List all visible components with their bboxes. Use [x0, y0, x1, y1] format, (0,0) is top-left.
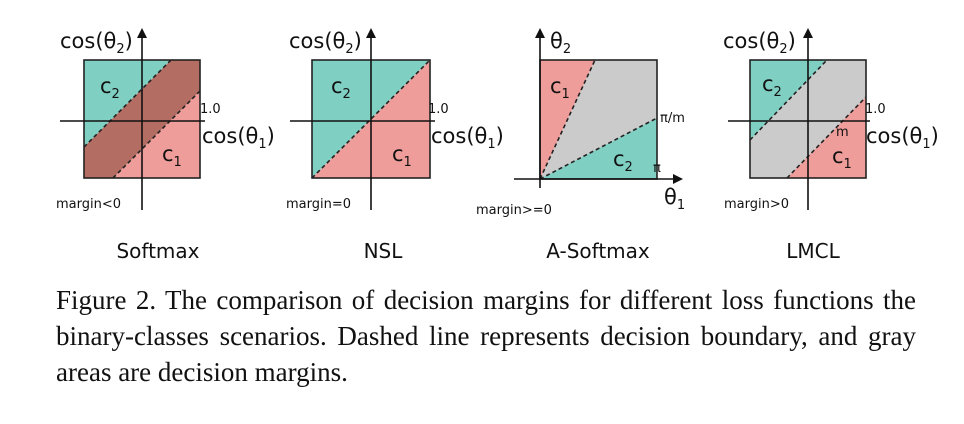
softmax-class-c1: c1 — [162, 142, 182, 170]
a-softmax-tick-pi-m: π/m — [660, 111, 685, 126]
panel-softmax: cos(θ2) cos(θ1) 1.0 c2 c1 margin<0 Softm… — [56, 28, 275, 263]
softmax-y-axis-label: cos(θ2) — [60, 29, 133, 57]
nsl-class-c2: c2 — [331, 74, 351, 102]
nsl-x-axis-label: cos(θ1) — [431, 124, 504, 152]
a-softmax-class-c2: c2 — [613, 147, 633, 175]
lmcl-title: LMCL — [786, 239, 840, 263]
a-softmax-boundary-upper — [539, 59, 596, 180]
softmax-title: Softmax — [116, 239, 199, 263]
a-softmax-tick-pi: π — [653, 161, 661, 176]
panel-lmcl: cos(θ2) cos(θ1) 1.0 m c2 c1 margin>0 LMC… — [723, 28, 939, 263]
panel-nsl: cos(θ2) cos(θ1) 1.0 c2 c1 margin=0 NSL — [286, 28, 504, 263]
softmax-class-c2: c2 — [100, 74, 120, 102]
lmcl-m-label: m — [836, 125, 849, 140]
lmcl-tick-label: 1.0 — [865, 102, 886, 117]
lmcl-y-axis-label: cos(θ2) — [723, 29, 796, 57]
figure-caption: Figure 2. The comparison of decision mar… — [56, 285, 916, 387]
nsl-title: NSL — [364, 239, 404, 263]
a-softmax-margin-label: margin>=0 — [476, 203, 552, 218]
lmcl-boundary-lower — [786, 96, 867, 179]
nsl-class-c1: c1 — [392, 142, 412, 170]
figure-panels: cos(θ2) cos(θ1) 1.0 c2 c1 margin<0 Softm… — [56, 28, 939, 263]
a-softmax-boundary-lower — [539, 117, 658, 180]
lmcl-x-axis-label: cos(θ1) — [866, 124, 939, 152]
softmax-tick-label: 1.0 — [200, 102, 221, 117]
softmax-x-axis-label: cos(θ1) — [202, 124, 275, 152]
lmcl-class-c2: c2 — [762, 72, 782, 100]
a-softmax-class-c1: c1 — [550, 74, 570, 102]
nsl-margin-label: margin=0 — [286, 197, 351, 212]
a-softmax-y-axis-label: θ2 — [550, 29, 571, 57]
a-softmax-title: A-Softmax — [546, 239, 650, 263]
lmcl-boundary-upper — [749, 59, 828, 141]
lmcl-class-c1: c1 — [832, 144, 852, 172]
a-softmax-x-axis-label: θ1 — [664, 185, 685, 213]
nsl-tick-label: 1.0 — [428, 102, 449, 117]
softmax-margin-label: margin<0 — [56, 197, 121, 212]
nsl-y-axis-label: cos(θ2) — [289, 29, 362, 57]
panel-a-softmax: θ2 θ1 π/m π c1 c2 margin>=0 A-Softmax — [476, 28, 685, 263]
lmcl-margin-label: margin>0 — [724, 197, 789, 212]
